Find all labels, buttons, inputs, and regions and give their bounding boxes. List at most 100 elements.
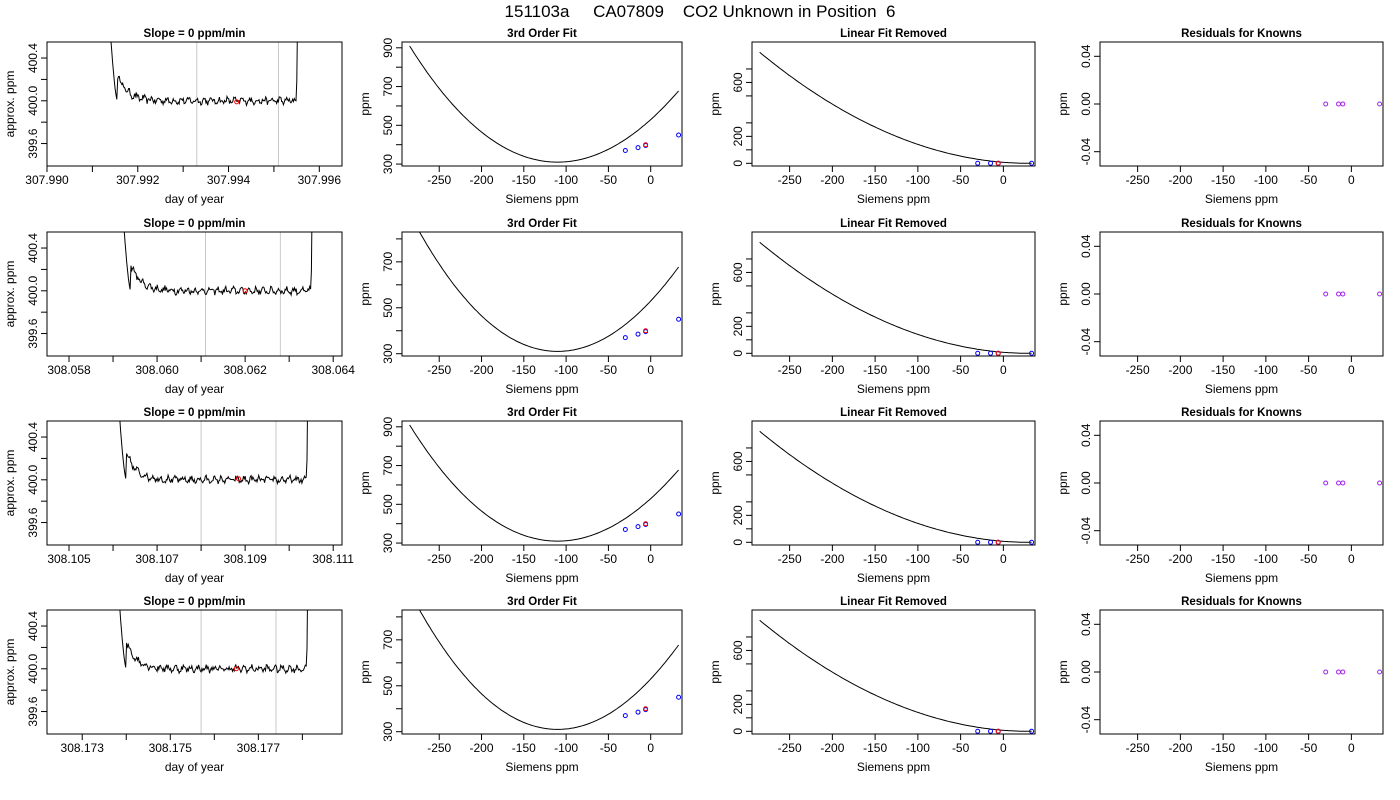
known-point xyxy=(676,694,682,700)
x-tick-label: 0 xyxy=(1000,741,1007,755)
x-tick-label: -250 xyxy=(427,173,451,187)
x-tick-label: -100 xyxy=(1254,363,1278,377)
x-tick-label: 307.990 xyxy=(25,173,69,187)
plot-frame xyxy=(1099,609,1384,735)
panel-r1-c1: Slope = 0 ppm/min day of year approx. ppm 3… xyxy=(3,28,343,206)
y-axis-label: ppm xyxy=(708,471,722,494)
unknown-point xyxy=(995,539,1001,545)
panel-title: 3rd Order Fit xyxy=(507,407,577,419)
unknown-point xyxy=(995,160,1001,166)
x-tick-label: -250 xyxy=(427,741,451,755)
x-axis-label: Siemens ppm xyxy=(1205,571,1278,585)
x-tick-label: 308.107 xyxy=(135,552,179,566)
data-trace xyxy=(123,232,313,298)
panel-title: Slope = 0 ppm/min xyxy=(144,407,246,419)
y-axis-label: ppm xyxy=(1056,92,1070,115)
x-tick-label: -200 xyxy=(1168,363,1192,377)
unknown-point xyxy=(643,142,649,148)
x-tick-label: -200 xyxy=(1168,552,1192,566)
x-tick-label: -250 xyxy=(1126,741,1150,755)
x-tick-label: 0 xyxy=(1000,173,1007,187)
residual-point xyxy=(1377,291,1383,297)
x-tick-label: -50 xyxy=(952,363,970,377)
x-tick-label: -150 xyxy=(1211,173,1235,187)
y-tick-label: 0.04 xyxy=(1079,612,1093,636)
x-tick-label: 308.064 xyxy=(311,363,355,377)
plot-frame xyxy=(751,420,1036,546)
x-tick-label: 308.105 xyxy=(47,552,91,566)
y-axis-label: approx. ppm xyxy=(3,639,17,706)
fit-curve xyxy=(419,232,680,352)
y-tick-label: 300 xyxy=(381,154,395,174)
known-point xyxy=(622,148,628,153)
panel-r2-c2: 3rd Order Fit Siemens ppm ppm -250 -200 -150 -… xyxy=(358,218,683,396)
x-tick-label: -150 xyxy=(1211,363,1235,377)
panel-title: Residuals for Knowns xyxy=(1181,407,1302,419)
y-tick-label: 399.6 xyxy=(26,696,40,726)
known-point xyxy=(676,511,682,517)
x-tick-label: -150 xyxy=(512,173,536,187)
panel-title: 3rd Order Fit xyxy=(507,218,577,230)
x-tick-label: -100 xyxy=(1254,173,1278,187)
x-tick-label: 308.173 xyxy=(61,741,105,755)
y-tick-label: 0 xyxy=(731,539,745,546)
y-tick-label: 500 xyxy=(381,297,395,317)
y-tick-label: 700 xyxy=(381,252,395,272)
x-tick-label: -100 xyxy=(1254,741,1278,755)
fit-curve xyxy=(759,430,1032,543)
panel-r1-c2: 3rd Order Fit Siemens ppm ppm -250 -200 -150 -… xyxy=(358,28,683,206)
x-axis-label: Siemens ppm xyxy=(505,760,578,774)
x-tick-label: -150 xyxy=(863,173,887,187)
panel-title: 3rd Order Fit xyxy=(507,28,577,40)
residual-point xyxy=(1377,101,1383,107)
y-tick-label: 399.6 xyxy=(26,507,40,537)
x-tick-label: -250 xyxy=(778,552,802,566)
x-tick-label: 307.994 xyxy=(207,173,251,187)
x-tick-label: -250 xyxy=(778,173,802,187)
panel-r4-c2: 3rd Order Fit Siemens ppm ppm -250 -200 -150 -… xyxy=(358,596,683,774)
plot-frame xyxy=(46,41,343,167)
panel-r2-c1: Slope = 0 ppm/min day of year approx. ppm 3… xyxy=(3,218,355,396)
x-axis-label: day of year xyxy=(165,382,224,396)
unknown-point xyxy=(236,476,242,482)
plot-frame xyxy=(401,420,683,546)
panel-r2-c3: Linear Fit Removed Siemens ppm ppm -250 -200… xyxy=(708,218,1036,396)
y-tick-label: 400.0 xyxy=(26,275,40,305)
plot-frame xyxy=(751,41,1036,167)
x-tick-label: -250 xyxy=(778,363,802,377)
x-tick-label: -50 xyxy=(1300,552,1318,566)
panel-title: Linear Fit Removed xyxy=(840,596,947,608)
known-point xyxy=(676,316,682,322)
x-tick-label: 0 xyxy=(1348,552,1355,566)
panel-title: Linear Fit Removed xyxy=(840,218,947,230)
plot-frame xyxy=(401,609,683,735)
known-point xyxy=(988,728,994,734)
panel-title: 3rd Order Fit xyxy=(507,596,577,608)
y-axis-label: ppm xyxy=(1056,282,1070,305)
x-tick-label: 0 xyxy=(647,173,654,187)
y-tick-label: 400.4 xyxy=(26,233,40,263)
panel-r3-c4: Residuals for Knowns Siemens ppm ppm -250 -2… xyxy=(1056,407,1384,585)
x-tick-label: -250 xyxy=(1126,173,1150,187)
plot-frame xyxy=(1099,41,1384,167)
y-tick-label: -0.04 xyxy=(1079,328,1093,356)
known-point xyxy=(676,132,682,138)
x-tick-label: -250 xyxy=(427,363,451,377)
x-axis-label: Siemens ppm xyxy=(505,382,578,396)
y-tick-label: 200 xyxy=(731,694,745,714)
panel-r3-c1: Slope = 0 ppm/min day of year approx. ppm 3… xyxy=(3,407,354,585)
residual-point xyxy=(1377,480,1383,486)
residual-point xyxy=(1336,480,1342,486)
panel-title: Linear Fit Removed xyxy=(840,28,947,40)
y-tick-label: 300 xyxy=(381,533,395,553)
y-tick-label: 500 xyxy=(381,675,395,695)
plot-frame xyxy=(46,231,343,357)
panel-title: Linear Fit Removed xyxy=(840,407,947,419)
x-tick-label: 0 xyxy=(1348,363,1355,377)
y-tick-label: 0.00 xyxy=(1079,92,1093,116)
y-axis-label: approx. ppm xyxy=(3,261,17,328)
x-tick-label: -250 xyxy=(778,741,802,755)
known-point xyxy=(635,145,641,151)
x-axis-label: Siemens ppm xyxy=(505,571,578,585)
